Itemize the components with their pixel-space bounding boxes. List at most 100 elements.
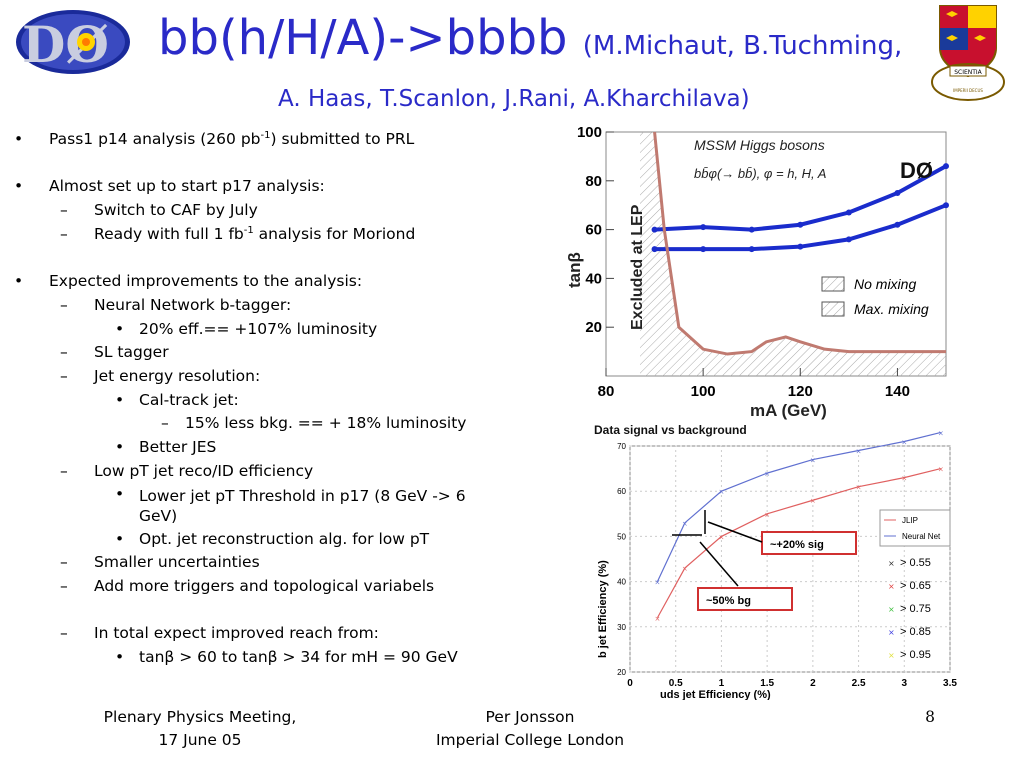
x-tick-label: 120 [788, 383, 813, 400]
excluded-lep-label: Excluded at LEP [629, 204, 646, 330]
sub-bullet-item: – Jet energy resolution: [60, 367, 261, 385]
title-authors-line2: A. Haas, T.Scanlon, J.Rani, A.Kharchilav… [278, 86, 750, 112]
bullet-list: • Pass1 p14 analysis (260 pb-1) submitted… [14, 128, 514, 670]
footer-meeting: Plenary Physics Meeting, 17 June 05 [82, 706, 318, 752]
x-tick-label: 100 [691, 383, 716, 400]
bullet-text: Smaller uncertainties [94, 553, 260, 572]
x-axis-label: mA (GeV) [750, 401, 827, 420]
legend-jlip: JLIP [902, 516, 918, 525]
efficiency-curve [656, 431, 942, 582]
title-main-text: bb(h/H/A)->bbbb [158, 10, 568, 66]
svg-text:SCIENTIA: SCIENTIA [954, 69, 982, 76]
annotation-box-sig [761, 531, 857, 555]
y-tick-label: 40 [585, 270, 602, 287]
bullet-text: Pass1 p14 analysis (260 pb [49, 130, 261, 148]
x-tick-label: 0.5 [669, 678, 683, 689]
sub-sub-bullet-item: • Cal-track jet: [115, 390, 239, 409]
svg-text:IMPERII DECUS: IMPERII DECUS [953, 88, 983, 93]
superscript: -1 [260, 129, 271, 141]
cut-legend-label: > 0.85 [900, 626, 931, 638]
annotation-sig: ~+20% sig [770, 539, 824, 551]
data-point [845, 209, 852, 216]
bullet-text: Switch to CAF by July [94, 201, 258, 220]
data-point: × [856, 484, 862, 492]
y-tick-label: 50 [617, 532, 626, 541]
bullet-text: 15% less bkg. == + 18% luminosity [185, 414, 467, 433]
bullet-text: SL tagger [94, 343, 169, 362]
data-point [894, 221, 901, 228]
signal-vs-background-chart: Data signal vs background × × × × × × × × × × × × × ×… [594, 423, 957, 700]
bullet-text: Better JES [139, 438, 217, 457]
data-point: × [654, 615, 660, 623]
cut-legend-label: > 0.95 [900, 649, 931, 661]
bullet-text-end: ) submitted to PRL [270, 130, 415, 148]
data-point: × [856, 448, 862, 456]
x-tick-label: 3.5 [943, 678, 957, 689]
sub-sub-bullet-item: • Better JES [115, 438, 217, 457]
x-tick-label: 2.5 [852, 678, 866, 689]
x-tick-label: 2 [810, 678, 816, 689]
bullet-text: In total expect improved reach from: [94, 624, 379, 643]
data-point [700, 224, 707, 231]
data-point: × [901, 475, 907, 483]
data-point [943, 163, 949, 170]
y-tick-label: 60 [585, 222, 602, 239]
bullet-text: 20% eff.== +107% luminosity [139, 319, 378, 338]
bullet-text: Low pT jet reco/ID efficiency [94, 461, 314, 480]
imperial-college-crest-icon: SCIENTIA IMPERII DECUS [931, 5, 1005, 101]
y-tick-label: 40 [617, 578, 626, 587]
bullet-text: Neural Network b-tagger: [94, 295, 292, 314]
sub-bullet-item: – SL tagger [60, 343, 169, 362]
x-tick-label: 1 [719, 678, 725, 689]
sub-bullet-item: – Add more triggers and topological varia… [60, 576, 435, 595]
x-axis-label: uds jet Efficiency (%) [660, 689, 771, 700]
data-point: × [718, 533, 724, 541]
cut-legend-label: > 0.55 [900, 557, 931, 569]
data-point: × [764, 511, 770, 519]
arrow-to-bg [699, 541, 739, 587]
cut-legend-marker: × [888, 628, 895, 637]
cut-legend-marker: × [888, 559, 895, 568]
legend-max-mixing: Max. mixing [854, 301, 929, 317]
annotation-box-bg [697, 587, 793, 611]
data-point: × [810, 497, 816, 505]
data-point [748, 226, 755, 233]
annotation-bg: ~50% bg [706, 595, 751, 607]
data-point [651, 246, 658, 253]
data-point [748, 246, 755, 253]
efficiency-curve [656, 468, 942, 619]
y-tick-label: 20 [585, 319, 602, 336]
lep-boundary-curve [653, 131, 946, 356]
legend-box [879, 509, 951, 547]
footer-author: Per Jonsson Imperial College London [400, 706, 660, 752]
data-point [700, 246, 707, 253]
bullet-item: • Almost set up to start p17 analysis: [14, 177, 325, 196]
page-number: 8 [925, 708, 935, 726]
y-tick-label: 100 [577, 124, 602, 141]
x-tick-label: 3 [902, 678, 908, 689]
data-point: × [810, 457, 816, 465]
sub-sub-bullet-item: • Lower jet pT Threshold in p17 (8 GeV ->… [115, 484, 466, 525]
y-axis-label: b jet Efficiency (%) [597, 560, 609, 658]
x-tick-label: 0 [627, 678, 633, 689]
slide-title: bb(h/H/A)->bbbb (M.Michaut, B.Tuchming, [158, 10, 902, 74]
bullet-text: tanβ > 60 to tanβ > 34 for mH = 90 GeV [139, 648, 458, 667]
bullet-text: Cal-track jet: [139, 390, 239, 409]
footer-institution: Imperial College London [435, 731, 625, 749]
cut-legend-label: > 0.65 [900, 580, 931, 592]
bullet-text: Lower jet pT Threshold in p17 (8 GeV -> … [139, 486, 466, 525]
cut-legend-marker: × [888, 605, 895, 614]
data-point: × [901, 438, 907, 446]
tanbeta-exclusion-chart: 80 100 120 140 20 40 60 80 100 MSSM Higgs bosons… [565, 124, 949, 420]
data-point: × [654, 579, 660, 587]
bullet-text: Add more triggers and topological variab… [94, 576, 435, 595]
y-tick-label: 80 [585, 173, 602, 190]
data-point [797, 221, 804, 228]
y-tick-label: 30 [617, 623, 626, 632]
data-point: × [718, 488, 724, 496]
superscript: -1 [243, 224, 254, 236]
data-point: × [938, 466, 944, 474]
arrow-to-sig [707, 521, 763, 543]
footer-meeting-name: Plenary Physics Meeting, [103, 708, 297, 726]
chart-title: Data signal vs background [594, 423, 747, 437]
